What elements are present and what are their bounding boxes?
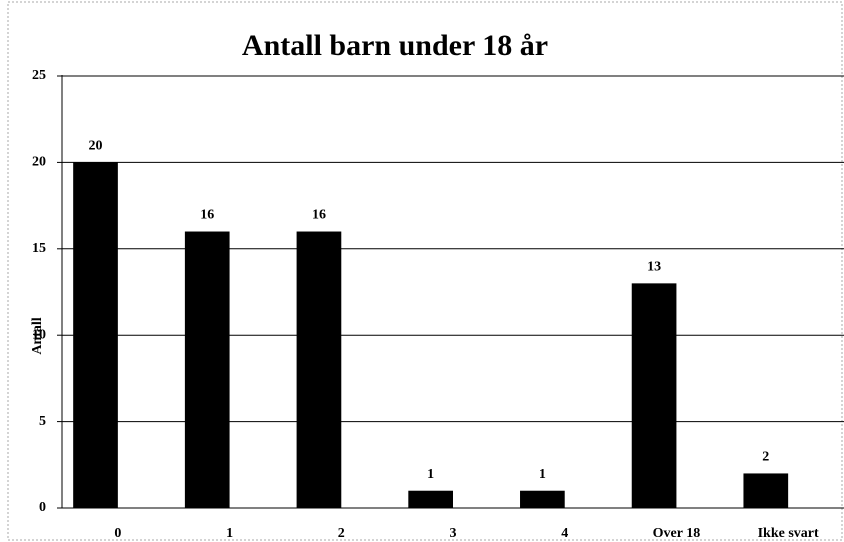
x-tick-label: Over 18 (653, 526, 701, 541)
y-tick-label: 10 (32, 327, 46, 342)
bar (520, 490, 565, 508)
y-tick-label: 20 (32, 155, 46, 170)
x-tick-label: 3 (450, 526, 457, 541)
x-tick-label: Ikke svart (758, 526, 819, 541)
y-tick-label: 15 (32, 241, 46, 256)
data-label: 16 (200, 208, 214, 223)
chart-title: Antall barn under 18 år (242, 29, 548, 62)
x-tick-label: 4 (561, 526, 568, 541)
data-label: 1 (427, 467, 434, 482)
bar (408, 490, 453, 508)
bar (296, 231, 342, 508)
y-tick-label: 5 (39, 414, 46, 429)
x-tick-label: 1 (226, 526, 233, 541)
chart-border (7, 1, 843, 541)
bar (73, 162, 118, 508)
data-label: 1 (539, 467, 546, 482)
y-axis-label: Antall (30, 317, 45, 354)
data-label: 13 (647, 260, 661, 275)
bar (743, 473, 789, 508)
data-label: 20 (89, 139, 103, 154)
data-label: 2 (762, 450, 769, 465)
y-tick-label: 25 (32, 68, 46, 83)
bar (631, 283, 677, 508)
data-label: 16 (312, 208, 326, 223)
x-tick-label: 2 (338, 526, 345, 541)
y-tick-label: 0 (39, 500, 46, 515)
x-tick-label: 0 (114, 526, 121, 541)
bar (184, 231, 230, 508)
